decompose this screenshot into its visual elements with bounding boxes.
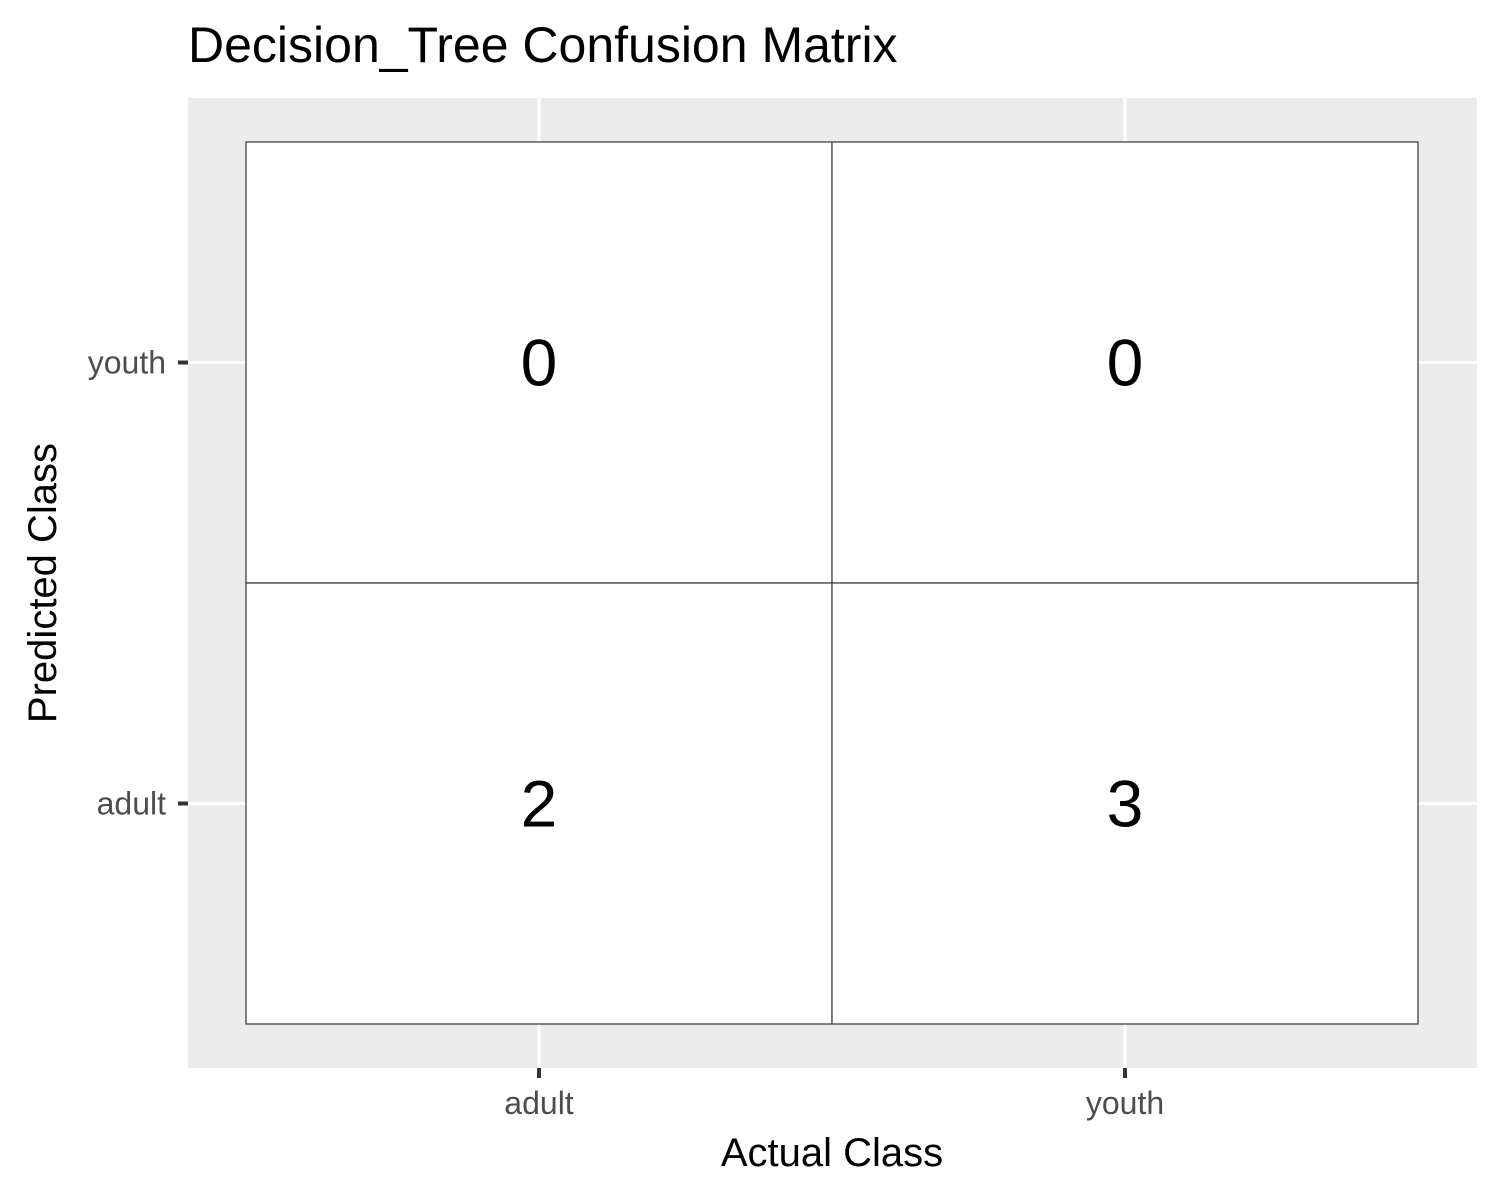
x-tick-label-youth: youth [1086, 1085, 1164, 1121]
cell-value-actual-adult-predicted-adult: 2 [521, 767, 558, 841]
x-axis-ticks: adult youth [504, 1068, 1164, 1121]
cell-value-actual-adult-predicted-youth: 0 [521, 326, 558, 400]
tiles [245, 141, 1419, 1025]
cell-value-actual-youth-predicted-adult: 3 [1107, 767, 1144, 841]
x-tick-label-adult: adult [504, 1085, 574, 1121]
tile-actual-adult-predicted-adult [245, 582, 833, 1025]
tile-actual-youth-predicted-youth [831, 141, 1419, 584]
y-axis-ticks: adult youth [88, 345, 188, 822]
cell-value-actual-youth-predicted-youth: 0 [1107, 326, 1144, 400]
y-tick-label-youth: youth [88, 345, 166, 381]
chart-title: Decision_Tree Confusion Matrix [188, 17, 898, 73]
y-axis-title: Predicted Class [21, 443, 65, 723]
tile-actual-youth-predicted-adult [831, 582, 1419, 1025]
cell-labels: 0 0 2 3 [521, 326, 1144, 841]
x-axis-title: Actual Class [721, 1131, 943, 1175]
y-tick-label-adult: adult [97, 786, 167, 822]
